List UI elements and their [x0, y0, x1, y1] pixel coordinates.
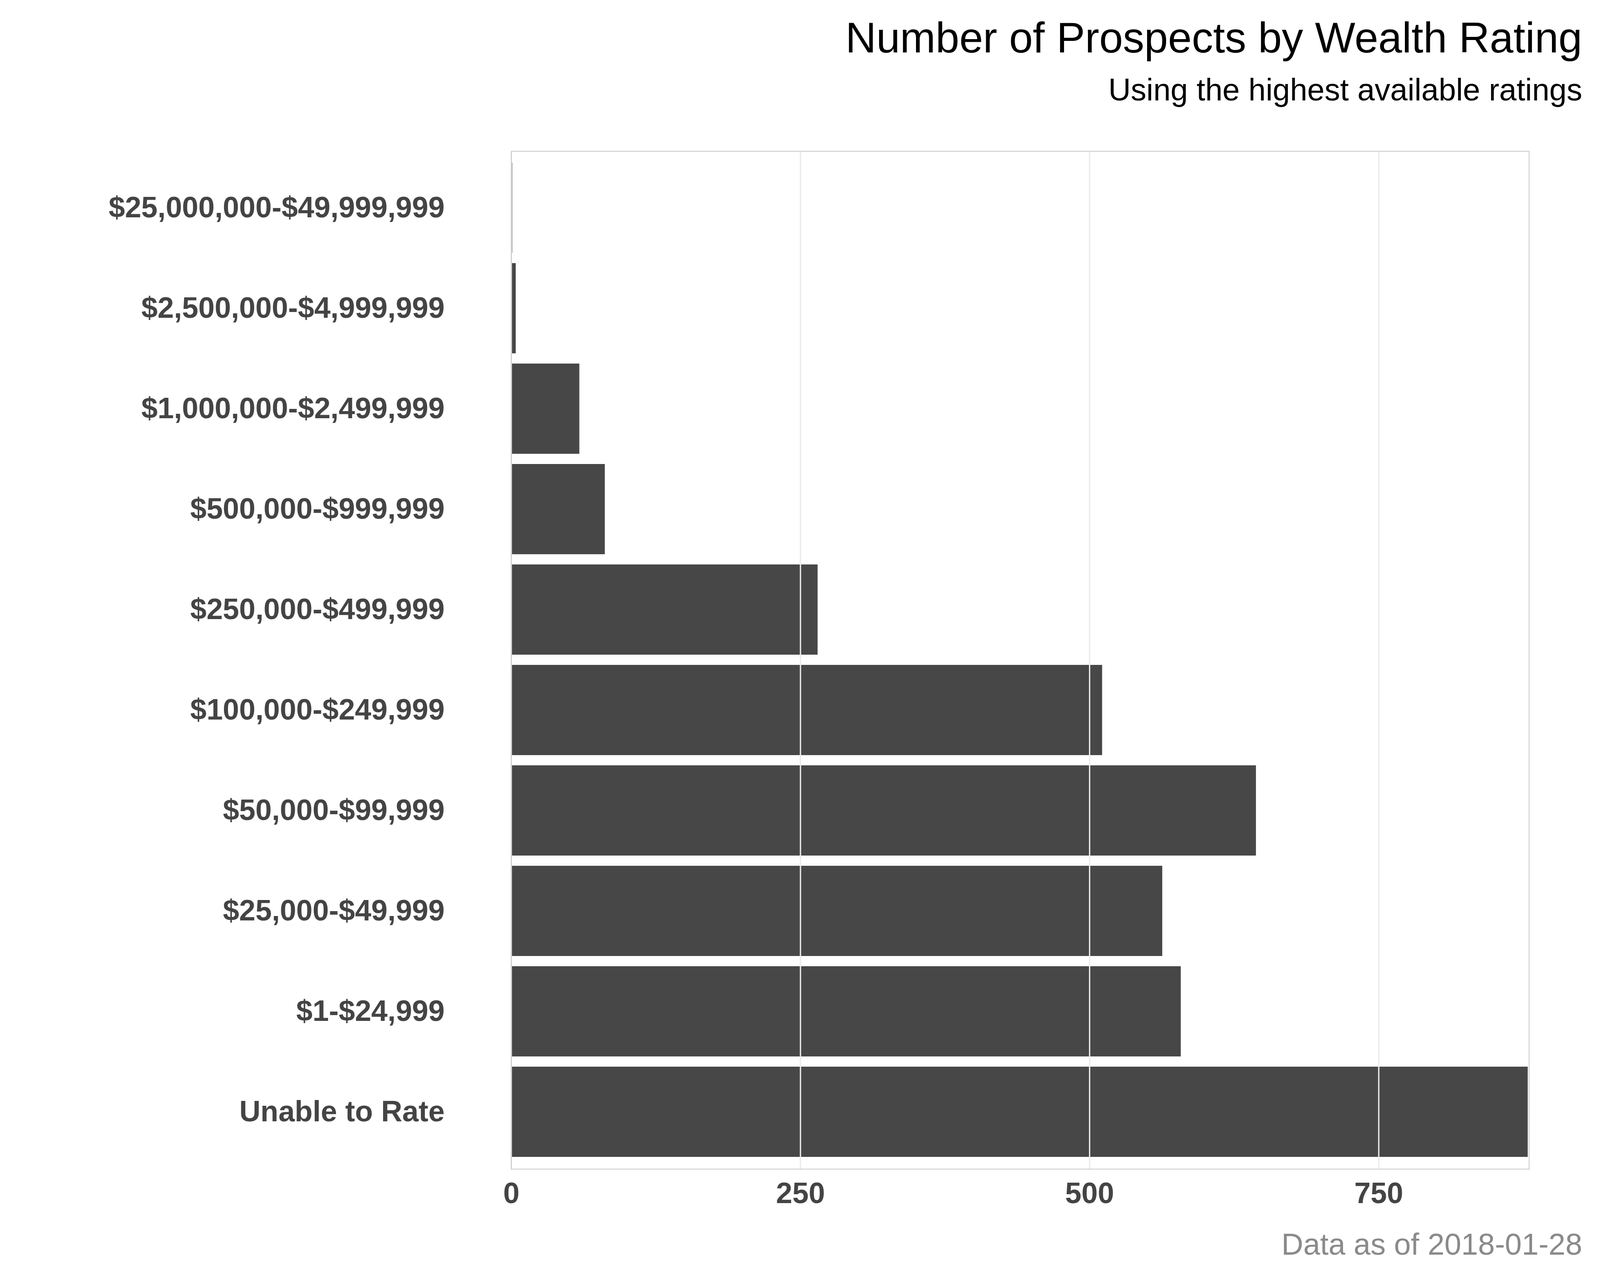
svg-text:500: 500 [1065, 1176, 1115, 1210]
svg-text:750: 750 [1354, 1176, 1404, 1210]
svg-text:$250,000-$499,999: $250,000-$499,999 [190, 592, 445, 626]
svg-text:Unable to Rate: Unable to Rate [239, 1094, 445, 1128]
svg-text:$1-$24,999: $1-$24,999 [296, 994, 445, 1028]
svg-text:0: 0 [503, 1176, 520, 1210]
svg-text:$50,000-$99,999: $50,000-$99,999 [222, 793, 445, 827]
svg-text:$100,000-$249,999: $100,000-$249,999 [190, 692, 445, 726]
html-text:Number of Prospects by Wealth: Number of Prospects by Wealth Rating [845, 13, 1583, 62]
svg-text:$2,500,000-$4,999,999: $2,500,000-$4,999,999 [141, 291, 445, 324]
svg-text:$500,000-$999,999: $500,000-$999,999 [190, 492, 445, 525]
html-text:Data as of 2018-01-28: Data as of 2018-01-28 [1281, 1227, 1583, 1261]
svg-text:$25,000-$49,999: $25,000-$49,999 [222, 893, 445, 927]
html-text:Using the highest available ra: Using the highest available ratings [1108, 72, 1583, 108]
svg-text:250: 250 [776, 1176, 825, 1210]
svg-text:$1,000,000-$2,499,999: $1,000,000-$2,499,999 [141, 391, 445, 425]
svg-text:$25,000,000-$49,999,999: $25,000,000-$49,999,999 [108, 190, 445, 224]
